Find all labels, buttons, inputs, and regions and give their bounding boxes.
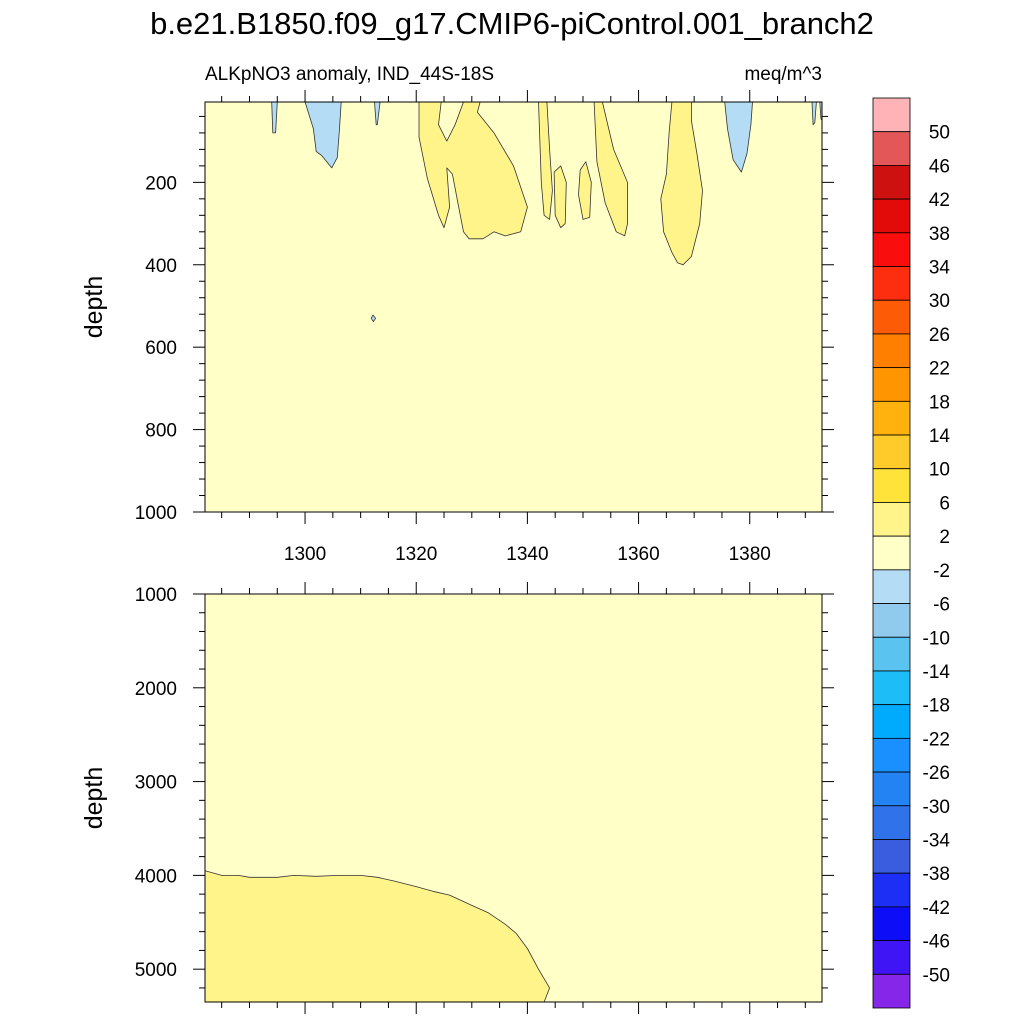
y-tick-label: 2000 [135, 679, 177, 700]
contour-region [593, 102, 628, 237]
colorbar-box [872, 266, 911, 301]
colorbar-box [872, 232, 911, 267]
colorbar-label: 18 [929, 392, 950, 413]
y-tick-label: 600 [145, 338, 177, 359]
colorbar-label: 14 [929, 426, 951, 447]
colorbar: 50 46 42 38 34 30 26 22 18 14 10 6 2 -2 -6 -10 -14 -18 -22… [872, 97, 951, 1009]
colorbar-box [872, 704, 911, 739]
colorbar-box [872, 737, 911, 773]
x-tick-label: 1340 [506, 544, 548, 565]
colorbar-box [872, 973, 911, 1009]
chart-title: b.e21.B1850.f09_g17.CMIP6-piControl.001_… [150, 6, 874, 41]
x-tick-label: 1380 [729, 544, 771, 565]
contour-region [578, 161, 592, 220]
contour-regions [205, 870, 550, 1002]
colorbar-label: 22 [929, 359, 950, 380]
units-label: meq/m^3 [744, 64, 822, 85]
y-tick-label: 3000 [135, 773, 177, 794]
contour-region [538, 102, 553, 220]
colorbar-label: 2 [939, 527, 950, 548]
colorbar-box [872, 367, 911, 402]
colorbar-label: -46 [923, 932, 950, 953]
colorbar-box [872, 299, 911, 335]
colorbar-box [872, 940, 911, 975]
y-axis-label: depth [80, 276, 108, 339]
contour-region [660, 102, 703, 266]
colorbar-box [872, 97, 911, 133]
colorbar-box [872, 502, 911, 537]
upper-panel: 1300 1320 1340 1360 1380 200 400 600 800 1000 dept… [80, 90, 834, 565]
colorbar-box [872, 569, 911, 604]
colorbar-label: 38 [929, 224, 950, 245]
left-string: ALKpNO3 anomaly, IND_44S-18S [205, 64, 494, 85]
colorbar-box [872, 198, 911, 234]
panel-background [205, 102, 822, 512]
colorbar-label: 50 [929, 123, 950, 144]
x-tick-label: 1320 [395, 544, 437, 565]
colorbar-label: -50 [923, 965, 950, 986]
lower-panel: 1000 2000 3000 4000 5000 depth [80, 582, 834, 1014]
colorbar-label: -38 [923, 864, 950, 885]
colorbar-box [872, 805, 911, 840]
y-tick-label: 800 [145, 421, 177, 442]
colorbar-label: 26 [929, 325, 950, 346]
contour-region [724, 102, 753, 173]
colorbar-label: -18 [923, 696, 950, 717]
colorbar-label: -26 [923, 763, 950, 784]
colorbar-box [872, 636, 911, 672]
colorbar-label: -14 [923, 662, 951, 683]
contour-region [553, 165, 567, 229]
y-tick-label: 400 [145, 256, 177, 277]
colorbar-label: -34 [923, 830, 951, 851]
colorbar-label: -42 [923, 898, 950, 919]
colorbar-label: 10 [929, 460, 950, 481]
x-tick-label: 1360 [617, 544, 659, 565]
colorbar-label: 34 [929, 258, 951, 279]
colorbar-label: -2 [933, 561, 950, 582]
contour-region [205, 870, 550, 1002]
contour-region [370, 314, 377, 323]
colorbar-box [872, 434, 911, 470]
colorbar-label: -6 [933, 595, 950, 616]
plot-frame [204, 101, 823, 513]
contour-region [811, 102, 817, 126]
colorbar-box [872, 839, 911, 874]
colorbar-label: 30 [929, 291, 950, 312]
y-tick-label: 200 [145, 173, 177, 194]
x-tick-label: 1300 [284, 544, 326, 565]
colorbar-box [872, 400, 911, 436]
colorbar-box [872, 872, 911, 908]
contour-regions [271, 102, 822, 323]
colorbar-box [872, 771, 911, 807]
colorbar-box [872, 333, 911, 369]
contour-region [374, 102, 381, 126]
y-tick-label: 1000 [135, 585, 177, 606]
colorbar-label: 6 [939, 493, 950, 514]
plot-frame [204, 593, 823, 1003]
colorbar-label: -30 [923, 797, 950, 818]
colorbar-box [872, 906, 911, 941]
colorbar-box [872, 670, 911, 706]
y-axis-label: depth [80, 767, 108, 830]
colorbar-label: 42 [929, 190, 950, 211]
y-tick-label: 1000 [135, 503, 177, 524]
colorbar-box [872, 131, 911, 166]
y-tick-label: 4000 [135, 866, 177, 887]
y-tick-label: 5000 [135, 960, 177, 981]
colorbar-label: 46 [929, 156, 950, 177]
colorbar-box [872, 535, 911, 571]
colorbar-label: -10 [923, 628, 950, 649]
colorbar-box [872, 603, 911, 638]
contour-region [819, 102, 822, 121]
contour-region [418, 102, 528, 240]
contour-region [304, 102, 342, 169]
colorbar-box [872, 165, 911, 200]
colorbar-label: -22 [923, 729, 950, 750]
colorbar-box [872, 468, 911, 503]
contour-region [271, 102, 278, 134]
